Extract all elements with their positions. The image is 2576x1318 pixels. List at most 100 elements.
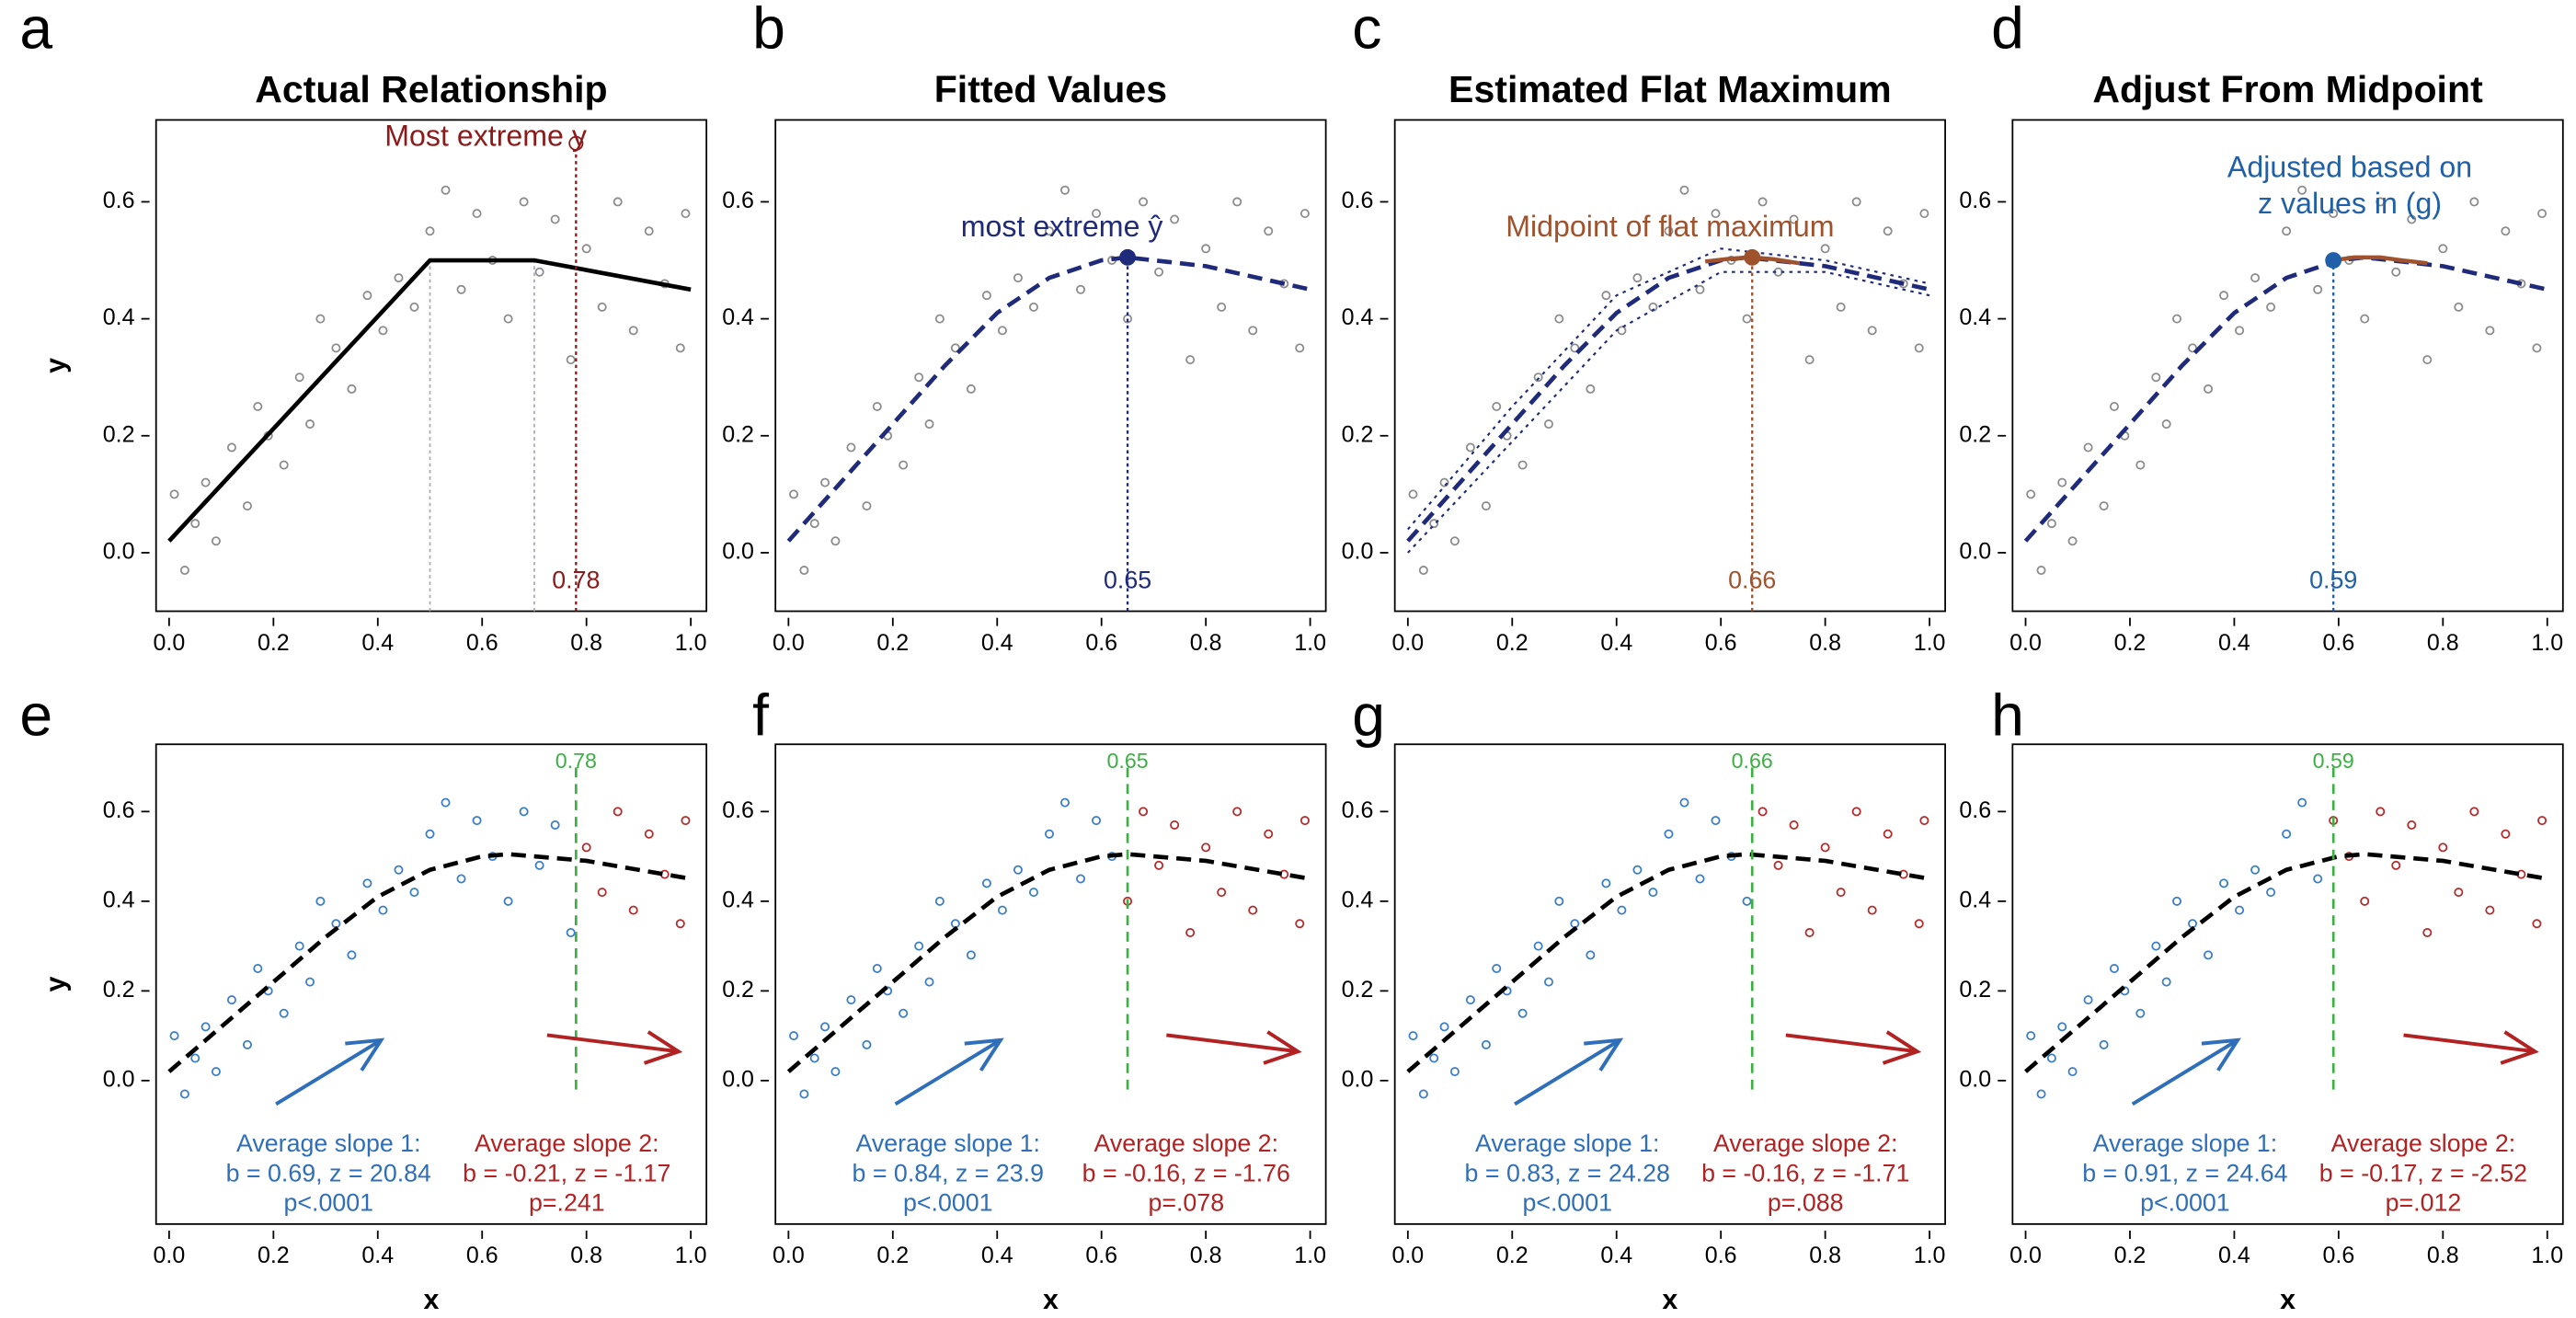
slope-arrow (2131, 1037, 2241, 1106)
data-point (1648, 888, 1658, 898)
data-point (1804, 927, 1815, 937)
data-point (2036, 1089, 2046, 1099)
data-point (2135, 460, 2146, 470)
data-point (924, 977, 934, 987)
data-point (1429, 519, 1439, 529)
data-point (966, 384, 976, 394)
plot-frame (2011, 119, 2564, 613)
data-point (2537, 816, 2547, 826)
x-axis-label: x (423, 1285, 439, 1315)
data-point (1139, 807, 1149, 817)
data-point (2485, 905, 2495, 915)
y-tick-label: 0.0 (1959, 1066, 1991, 1092)
data-point (1679, 797, 1689, 808)
data-point (200, 477, 211, 487)
panel-letter: h (1991, 682, 2024, 748)
cut-label: 0.59 (2313, 749, 2354, 773)
data-point (347, 384, 357, 394)
data-point (1418, 1089, 1428, 1099)
y-tick-label: 0.4 (1959, 887, 1991, 912)
data-point (503, 314, 513, 324)
data-point (2438, 842, 2448, 853)
y-tick-label: 0.0 (1342, 539, 1374, 565)
data-point (362, 291, 372, 301)
data-point (253, 401, 263, 411)
data-point (315, 314, 326, 324)
data-point (1044, 829, 1054, 839)
data-point (2109, 963, 2119, 973)
data-point (2297, 797, 2307, 808)
data-point (1076, 874, 1086, 884)
x-axis-label: x (1043, 1285, 1059, 1315)
data-point (200, 1022, 211, 1032)
data-point (2067, 536, 2078, 546)
data-point (179, 1089, 189, 1099)
data-point (1586, 950, 1596, 960)
marker (2325, 252, 2342, 269)
y-tick-label: 0.6 (103, 797, 135, 823)
data-point (934, 896, 945, 906)
data-point (830, 536, 841, 546)
data-point (1139, 197, 1149, 207)
cut-label: 0.66 (1728, 566, 1776, 593)
data-point (1773, 860, 1783, 870)
data-point (409, 302, 419, 312)
x-tick-label: 0.0 (773, 630, 805, 656)
data-point (966, 950, 976, 960)
data-point (2083, 995, 2093, 1005)
data-point (2469, 197, 2479, 207)
y-tick-label: 0.6 (1342, 188, 1374, 213)
y-tick-label: 0.4 (103, 304, 135, 330)
y-tick-label: 0.0 (1342, 1066, 1374, 1092)
data-point (2454, 888, 2464, 898)
x-tick-label: 1.0 (2531, 1243, 2563, 1268)
annotation: most extreme ŷ (961, 210, 1163, 243)
slope-text: Average slope 2: (1094, 1129, 1279, 1157)
x-tick-label: 0.4 (2218, 1243, 2250, 1268)
slope-text: Average slope 2: (2331, 1129, 2516, 1157)
data-point (1867, 326, 1877, 336)
slope-text: Average slope 2: (475, 1129, 659, 1157)
data-point (1757, 807, 1768, 817)
curve (2023, 255, 2548, 543)
data-point (914, 372, 924, 383)
panel-title: Adjust From Midpoint (2092, 68, 2483, 110)
slope-text: b = -0.16, z = -1.76 (1082, 1159, 1290, 1186)
data-point (1264, 226, 1274, 236)
data-point (378, 905, 388, 915)
slope-text: p=.012 (2386, 1189, 2462, 1217)
data-point (315, 896, 326, 906)
data-point (1617, 905, 1627, 915)
data-point (789, 1031, 799, 1041)
y-tick-label: 0.6 (103, 188, 135, 213)
data-point (950, 343, 960, 353)
data-point (2532, 343, 2542, 353)
data-point (2250, 865, 2261, 875)
data-point (2537, 209, 2547, 219)
data-point (1201, 842, 1211, 853)
y-tick-label: 0.2 (1342, 977, 1374, 1003)
x-tick-label: 0.8 (1190, 1243, 1222, 1268)
x-tick-label: 0.2 (2114, 1243, 2147, 1268)
data-point (1883, 829, 1893, 839)
x-tick-label: 0.0 (2009, 1243, 2042, 1268)
data-point (211, 1067, 221, 1077)
data-point (675, 343, 685, 353)
data-point (1757, 197, 1768, 207)
data-point (394, 273, 404, 283)
data-point (1465, 995, 1475, 1005)
data-point (981, 878, 991, 888)
slope-text: p=.078 (1148, 1189, 1224, 1217)
slope-text: p<.0001 (283, 1189, 373, 1217)
x-tick-label: 0.0 (2009, 630, 2042, 656)
plot-frame (774, 119, 1327, 613)
marker (1744, 248, 1761, 266)
slope-text: b = -0.16, z = -1.71 (1701, 1159, 1909, 1186)
data-point (1742, 314, 1752, 324)
y-tick-label: 0.4 (1342, 887, 1374, 912)
plot-frame (774, 743, 1327, 1225)
data-point (899, 1008, 909, 1018)
data-point (2204, 384, 2214, 394)
marker (1119, 248, 1137, 266)
slope-text: p<.0001 (2140, 1189, 2230, 1217)
